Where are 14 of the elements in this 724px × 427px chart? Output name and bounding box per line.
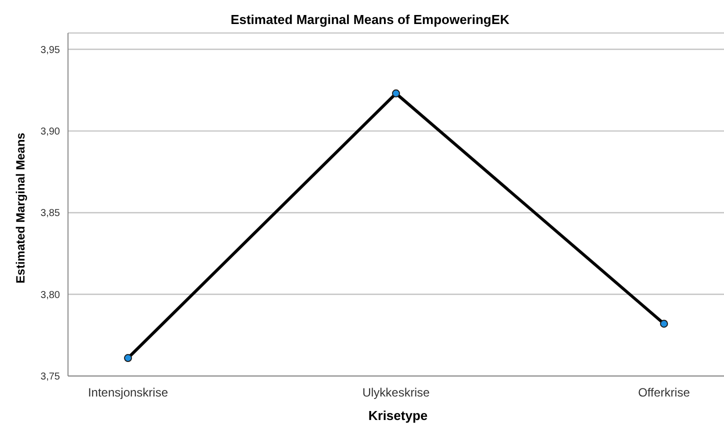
- x-axis-title: Krisetype: [367, 408, 429, 423]
- point: [392, 89, 400, 98]
- y-tick-label: 3,95: [40, 44, 60, 56]
- y-axis-title: Estimated Marginal Means: [13, 132, 27, 284]
- x-tick-label: Intensjonskrise: [88, 386, 168, 400]
- y-tick-label: 3,90: [40, 126, 60, 138]
- x-tick-label: Offerkrise: [638, 386, 690, 400]
- point: [660, 320, 668, 328]
- x-tick-label: Ulykkeskrise: [362, 386, 430, 400]
- y-tick-label: 3,80: [40, 290, 60, 301]
- chart-title: Estimated Marginal Means of EmpoweringEK: [230, 12, 510, 27]
- y-tick-label: 3,75: [40, 372, 60, 383]
- y-tick-label: 3,85: [40, 208, 60, 220]
- point: [124, 354, 132, 362]
